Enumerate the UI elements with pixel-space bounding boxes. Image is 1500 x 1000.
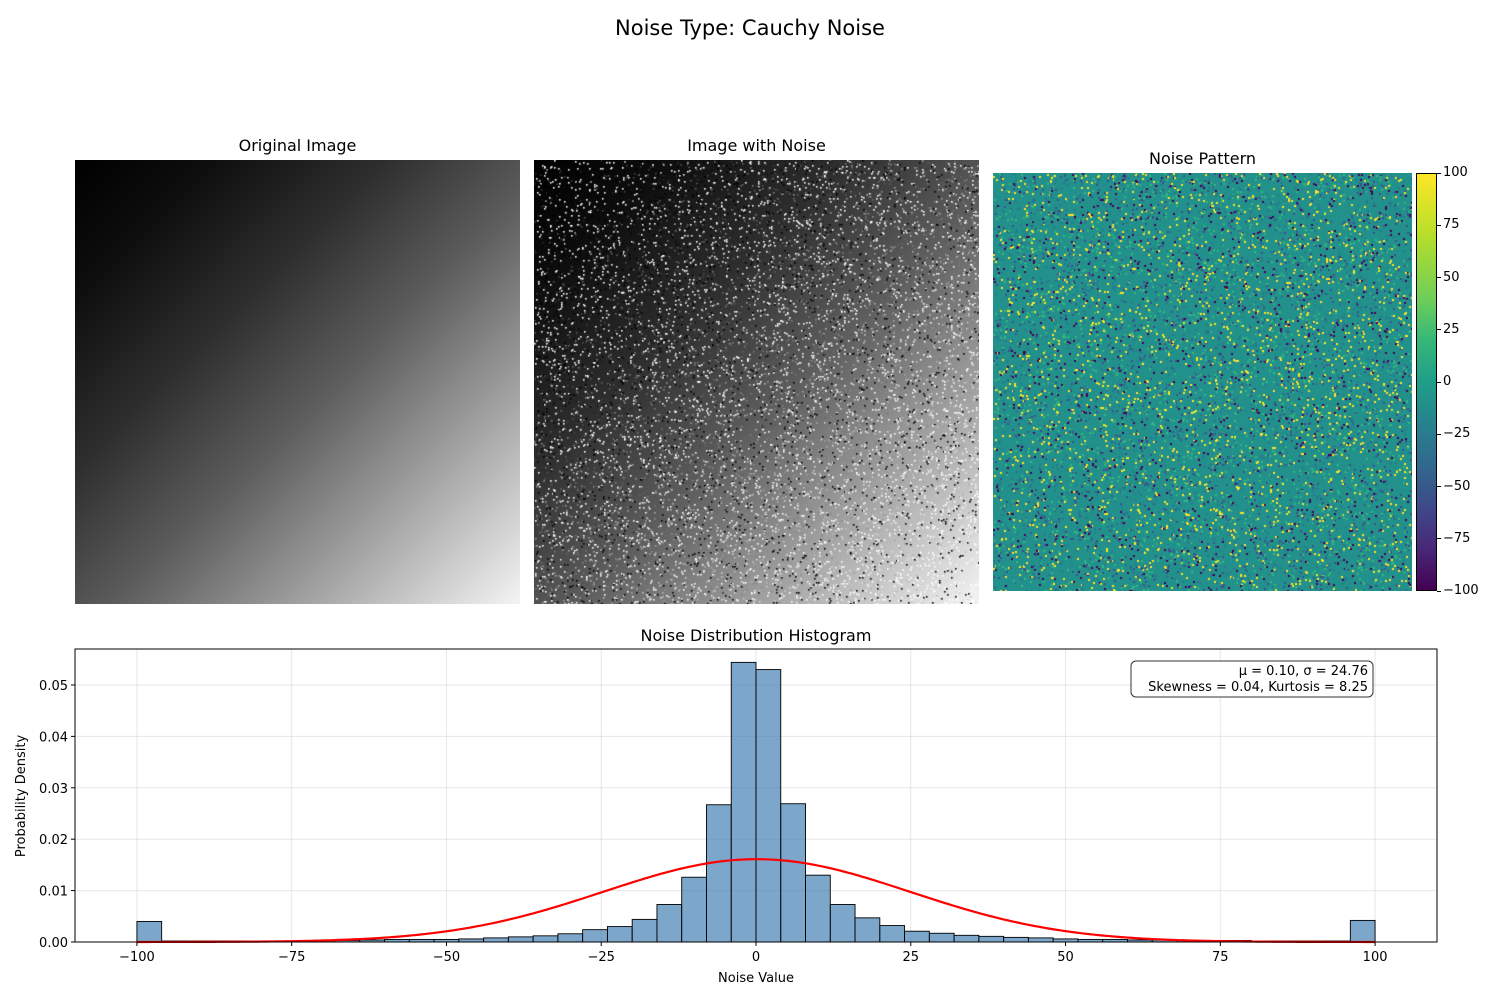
colorbar-tick-mark bbox=[1437, 381, 1441, 383]
histogram-bar bbox=[136, 920, 163, 943]
stats-line-skew-kurtosis: Skewness = 0.04, Kurtosis = 8.25 bbox=[1148, 680, 1368, 695]
y-axis-label: Probability Density bbox=[14, 735, 29, 858]
y-axis-ticks: 0.00 0.01 0.02 0.03 0.04 0.05 bbox=[39, 679, 75, 951]
histogram-bar bbox=[507, 936, 534, 943]
x-tick-label: 25 bbox=[902, 950, 919, 965]
stats-box: μ = 0.10, σ = 24.76 Skewness = 0.04, Kur… bbox=[1130, 660, 1374, 698]
histogram-bar bbox=[854, 917, 881, 943]
y-tick-label: 0.04 bbox=[39, 730, 68, 745]
histogram-bar bbox=[953, 934, 980, 943]
histogram-bar bbox=[730, 661, 757, 943]
x-tick-label: −25 bbox=[588, 950, 615, 965]
histogram-bar bbox=[681, 876, 707, 943]
noise-pattern-title: Noise Pattern bbox=[1148, 149, 1257, 168]
colorbar-tick-mark bbox=[1437, 433, 1441, 435]
colorbar-tick-mark bbox=[1437, 224, 1441, 226]
histogram-bar bbox=[656, 904, 683, 943]
y-tick-label: 0.03 bbox=[39, 782, 68, 797]
y-tick-label: 0.00 bbox=[39, 936, 68, 951]
x-tick-label: 50 bbox=[1057, 950, 1074, 965]
histogram-bar bbox=[1003, 936, 1029, 943]
colorbar-tick-label: 50 bbox=[1443, 269, 1460, 285]
noisy-image bbox=[534, 160, 979, 604]
histogram-bar bbox=[1027, 937, 1054, 943]
histogram-bar bbox=[631, 918, 658, 943]
y-tick-label: 0.02 bbox=[39, 833, 68, 848]
histogram-bar bbox=[879, 925, 906, 943]
colorbar-tick-label: 25 bbox=[1443, 321, 1460, 337]
stats-box-frame bbox=[1130, 660, 1374, 698]
x-tick-label: 100 bbox=[1363, 950, 1388, 965]
histogram-bar bbox=[829, 904, 856, 943]
y-tick-label: 0.05 bbox=[39, 679, 68, 694]
histogram-bar bbox=[904, 930, 930, 943]
histogram-bar bbox=[1349, 919, 1376, 943]
figure-title: Noise Type: Cauchy Noise bbox=[615, 16, 885, 40]
histogram-bars bbox=[136, 661, 1376, 943]
histogram-bar bbox=[805, 874, 831, 943]
colorbar-tick-mark bbox=[1437, 486, 1441, 487]
normal-fit-curve bbox=[136, 858, 1376, 944]
colorbar-tick-label: −50 bbox=[1443, 478, 1471, 494]
colorbar-tick-mark bbox=[1437, 590, 1441, 592]
colorbar-tick-label: 100 bbox=[1443, 165, 1468, 180]
colorbar-tick-label: −25 bbox=[1443, 426, 1471, 442]
histogram-bar bbox=[532, 935, 559, 943]
y-tick-label: 0.01 bbox=[39, 885, 68, 900]
colorbar-tick-mark bbox=[1437, 172, 1441, 174]
colorbar-tick-mark bbox=[1437, 329, 1441, 331]
x-tick-label: −50 bbox=[433, 950, 460, 965]
histogram-bar bbox=[557, 933, 584, 943]
original-image-title: Original Image bbox=[238, 136, 357, 155]
histogram-bar bbox=[582, 929, 608, 943]
histogram-bar bbox=[978, 935, 1005, 943]
colorbar-tick-label: −100 bbox=[1443, 583, 1479, 598]
x-tick-label: −100 bbox=[119, 950, 155, 965]
stats-line-mean-sigma: μ = 0.10, σ = 24.76 bbox=[1239, 664, 1368, 679]
histogram-bar bbox=[755, 669, 782, 943]
x-tick-label: 75 bbox=[1212, 950, 1229, 965]
x-axis-label: Noise Value bbox=[718, 971, 794, 986]
colorbar-tick-label: 75 bbox=[1443, 217, 1460, 233]
histogram-bar bbox=[706, 804, 732, 943]
histogram-bar bbox=[780, 803, 806, 943]
noise-pattern-image bbox=[993, 173, 1412, 591]
histogram-bar bbox=[928, 932, 955, 943]
colorbar-tick-label: −75 bbox=[1443, 530, 1471, 546]
histogram-bar bbox=[606, 926, 633, 943]
colorbar bbox=[1416, 173, 1437, 591]
x-axis-ticks: −100 −75 −50 −25 0 25 50 75 100 bbox=[119, 942, 1388, 965]
histogram-title: Noise Distribution Histogram bbox=[641, 626, 872, 645]
x-tick-label: −75 bbox=[278, 950, 305, 965]
colorbar-tick-label: 0 bbox=[1443, 374, 1452, 389]
noisy-image-title: Image with Noise bbox=[687, 136, 826, 155]
original-image bbox=[75, 160, 520, 604]
noisy-image-speckle bbox=[534, 160, 979, 604]
x-tick-label: 0 bbox=[752, 950, 760, 965]
histogram-bar bbox=[483, 937, 509, 943]
colorbar-tick-mark bbox=[1437, 538, 1441, 540]
colorbar-tick-mark bbox=[1437, 277, 1441, 278]
noise-pattern-speckle bbox=[993, 173, 1412, 591]
